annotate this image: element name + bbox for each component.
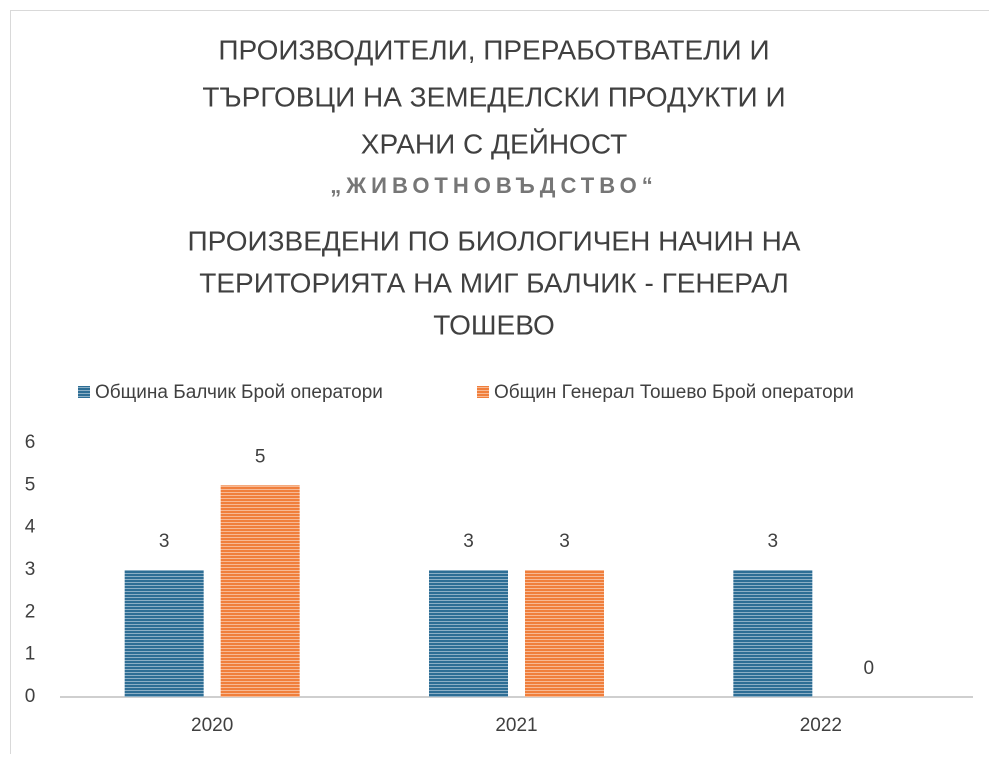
y-tick-label: 0 [25, 686, 36, 707]
y-tick-label: 4 [25, 517, 36, 538]
bar [429, 570, 508, 697]
y-tick-label: 5 [25, 474, 36, 495]
title-line: ТЪРГОВЦИ НА ЗЕМЕДЕЛСКИ ПРОДУКТИ И [202, 81, 785, 112]
data-label: 3 [559, 531, 570, 552]
title-line: ПРОИЗВОДИТЕЛИ, ПРЕРАБОТВАТЕЛИ И [218, 34, 769, 65]
y-tick-label: 3 [25, 559, 36, 580]
legend-swatch [78, 386, 90, 398]
data-label: 0 [864, 658, 875, 679]
bar [733, 570, 812, 697]
data-label: 3 [159, 531, 170, 552]
data-label: 3 [463, 531, 474, 552]
x-tick-label: 2020 [191, 715, 233, 736]
y-tick-label: 6 [25, 432, 36, 453]
x-tick-label: 2021 [495, 715, 537, 736]
bar [221, 485, 300, 697]
bar [525, 570, 604, 697]
legend-label: Община Балчик Брой оператори [95, 382, 383, 403]
data-label: 5 [255, 446, 266, 467]
legend-swatch [477, 386, 489, 398]
title-line: ТЕРИТОРИЯТА НА МИГ БАЛЧИК - ГЕНЕРАЛ [199, 267, 789, 298]
y-tick-label: 2 [25, 601, 36, 622]
title-line: ХРАНИ С ДЕЙНОСТ [361, 128, 627, 159]
title-line: „ЖИВОТНОВЪДСТВО“ [330, 173, 657, 198]
title-line: ТОШЕВО [433, 309, 555, 340]
title-line: ПРОИЗВЕДЕНИ ПО БИОЛОГИЧЕН НАЧИН НА [188, 225, 801, 256]
y-tick-label: 1 [25, 644, 36, 665]
bar [125, 570, 204, 697]
legend-label: Общин Генерал Тошево Брой оператори [494, 382, 854, 403]
x-tick-label: 2022 [800, 715, 842, 736]
data-label: 3 [768, 531, 779, 552]
